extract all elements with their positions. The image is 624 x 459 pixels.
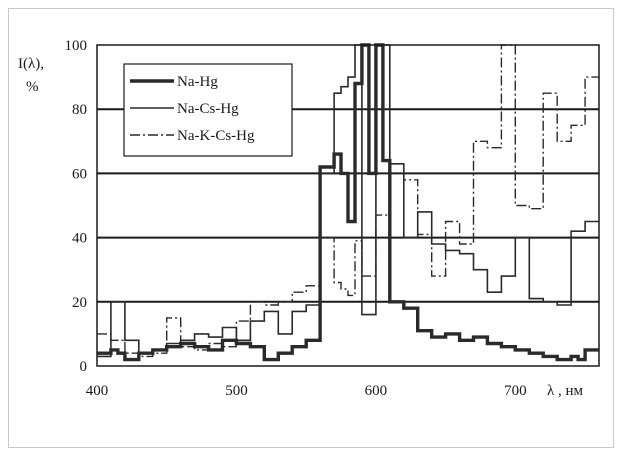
y-tick-label: 20 — [72, 295, 87, 311]
legend: Na-Hg Na-Cs-Hg Na-K-Cs-Hg — [123, 63, 293, 157]
series-line-na-k-cs-hg — [97, 44, 599, 358]
legend-label: Na-Cs-Hg — [177, 101, 239, 117]
series-line-na-cs-hg — [97, 44, 599, 358]
x-tick-label: 500 — [225, 383, 248, 399]
y-tick-label: 40 — [72, 231, 87, 247]
series-group — [97, 43, 599, 362]
y-tick-label: 80 — [72, 102, 87, 118]
plot-border — [96, 44, 600, 367]
x-tick-label: 400 — [86, 383, 109, 399]
y-axis-unit: % — [26, 79, 39, 95]
x-axis-label: λ , нм — [547, 383, 584, 399]
x-tick-label: 600 — [365, 383, 388, 399]
legend-label: Na-Hg — [177, 74, 218, 90]
y-tick-label: 100 — [65, 38, 88, 54]
x-tick-labels: 400 500 600 700 — [86, 383, 527, 399]
legend-label: Na-K-Cs-Hg — [177, 128, 255, 144]
y-tick-labels: 0 20 40 60 80 100 — [65, 38, 88, 375]
y-tick-label: 0 — [80, 359, 88, 375]
chart-frame — [8, 8, 614, 448]
y-tick-label: 60 — [72, 166, 87, 182]
y-axis-label: I(λ), — [18, 56, 44, 72]
x-tick-label: 700 — [504, 383, 527, 399]
